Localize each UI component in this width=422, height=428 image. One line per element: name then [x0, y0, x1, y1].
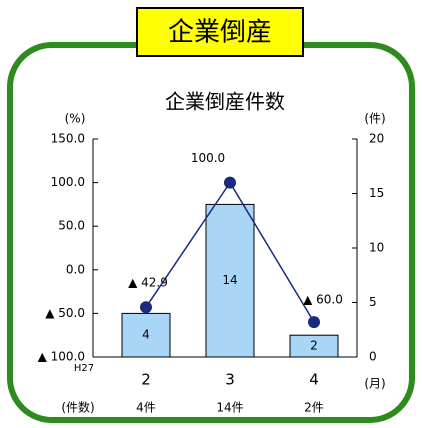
- x-axis-label: (月): [364, 377, 385, 391]
- badge-box: [136, 7, 304, 57]
- y2-tick-label: 0: [369, 350, 377, 364]
- count-label: 14件: [216, 401, 243, 415]
- y-tick-label: 50.0: [58, 219, 85, 233]
- bar-value-label: 2: [310, 339, 318, 353]
- line-value-label: 100.0: [191, 151, 225, 165]
- y2-tick-label: 20: [369, 132, 384, 146]
- x-tick-label: 3: [225, 371, 235, 389]
- bar: [205, 203, 255, 358]
- chart-title: 企業倒産件数: [165, 90, 285, 114]
- bar: [289, 334, 339, 358]
- y2-tick-label: 5: [369, 295, 377, 309]
- line-value-label: ▲ 60.0: [303, 293, 343, 307]
- y-tick-label: ▲ 50.0: [45, 306, 85, 320]
- line-value-label: ▲ 42.9: [128, 276, 168, 290]
- y2-tick-label: 10: [369, 241, 384, 255]
- y2-axis-label: (件): [364, 112, 385, 126]
- bar: [121, 312, 171, 358]
- badge-text: 企業倒産: [168, 18, 272, 48]
- counts-row-label: (件数): [61, 400, 94, 415]
- count-label: 2件: [304, 401, 324, 415]
- y-tick-label: 150.0: [51, 132, 85, 146]
- y-tick-label: ▲ 100.0: [38, 350, 85, 364]
- annotation: H27: [74, 363, 94, 374]
- y-tick-label: 100.0: [51, 175, 85, 189]
- line-marker: [140, 301, 152, 314]
- x-tick-label: 4: [309, 371, 319, 389]
- count-label: 4件: [136, 401, 156, 415]
- bar-value-label: 4: [142, 328, 150, 342]
- y2-tick-label: 15: [369, 186, 384, 200]
- bar-value-label: 14: [222, 273, 237, 287]
- x-tick-label: 2: [141, 371, 151, 389]
- line-marker: [224, 176, 236, 189]
- y-tick-label: 0.0: [66, 262, 85, 276]
- line-marker: [308, 316, 320, 329]
- y-axis-label: (%): [65, 112, 86, 126]
